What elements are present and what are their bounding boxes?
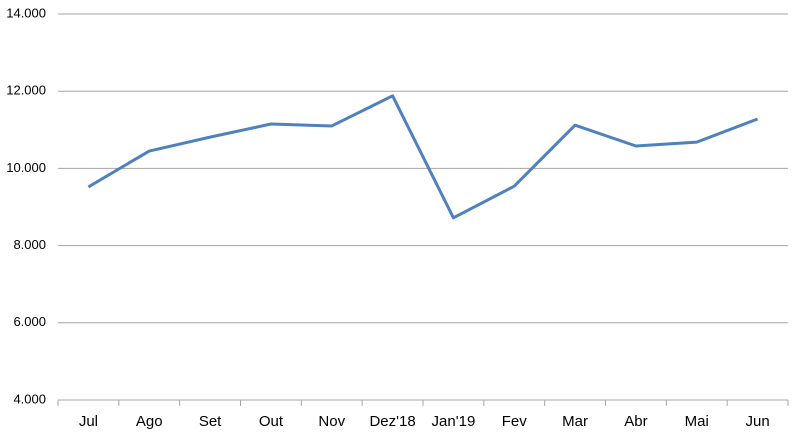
x-tick-label: Jun [745,413,769,430]
y-tick-label: 8.000 [13,237,46,252]
y-tick-label: 6.000 [13,314,46,329]
y-tick-label: 12.000 [6,83,46,98]
x-tick-label: Dez'18 [369,413,415,430]
x-tick-label: Jul [79,413,98,430]
y-tick-label: 4.000 [13,391,46,406]
x-tick-label: Set [199,413,222,430]
x-tick-label: Abr [624,413,647,430]
x-tick-label: Out [259,413,284,430]
y-tick-label: 14.000 [6,5,46,20]
y-tick-label: 10.000 [6,160,46,175]
x-tick-label: Ago [136,413,163,430]
x-tick-label: Fev [502,413,528,430]
x-tick-label: Mar [562,413,588,430]
x-tick-label: Jan'19 [432,413,476,430]
line-series [87,94,759,220]
x-tick-label: Nov [318,413,345,430]
x-tick-label: Mai [685,413,709,430]
